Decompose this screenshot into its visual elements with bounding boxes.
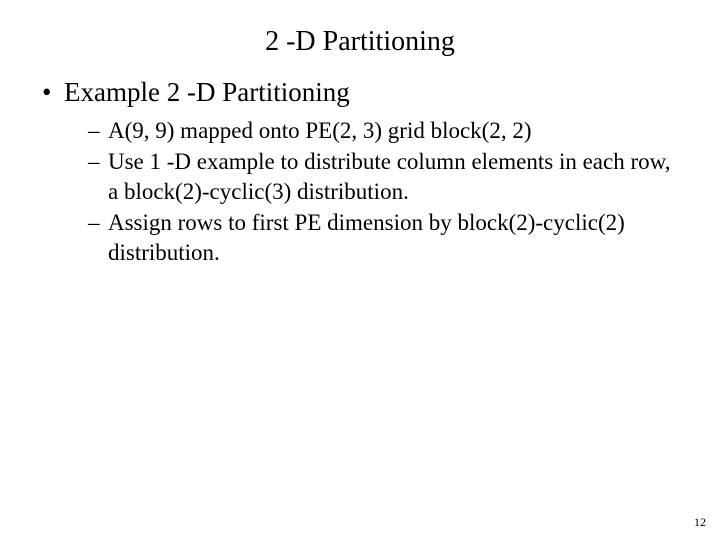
sub-bullet-list: A(9, 9) mapped onto PE(2, 3) grid block(… [64, 116, 680, 267]
sub-bullet-item: Assign rows to first PE dimension by blo… [88, 208, 680, 267]
sub-bullet-item: A(9, 9) mapped onto PE(2, 3) grid block(… [88, 116, 680, 145]
bullet-text: Example 2 -D Partitioning [64, 77, 350, 107]
slide-body: Example 2 -D Partitioning A(9, 9) mapped… [0, 66, 720, 267]
slide: 2 -D Partitioning Example 2 -D Partition… [0, 0, 720, 540]
slide-title: 2 -D Partitioning [0, 0, 720, 66]
bullet-list: Example 2 -D Partitioning A(9, 9) mapped… [40, 76, 680, 267]
sub-bullet-text: Use 1 -D example to distribute column el… [108, 149, 671, 203]
sub-bullet-text: Assign rows to first PE dimension by blo… [108, 210, 625, 264]
sub-bullet-item: Use 1 -D example to distribute column el… [88, 147, 680, 206]
bullet-item: Example 2 -D Partitioning A(9, 9) mapped… [40, 76, 680, 267]
page-number: 12 [694, 515, 706, 530]
sub-bullet-text: A(9, 9) mapped onto PE(2, 3) grid block(… [108, 118, 532, 143]
